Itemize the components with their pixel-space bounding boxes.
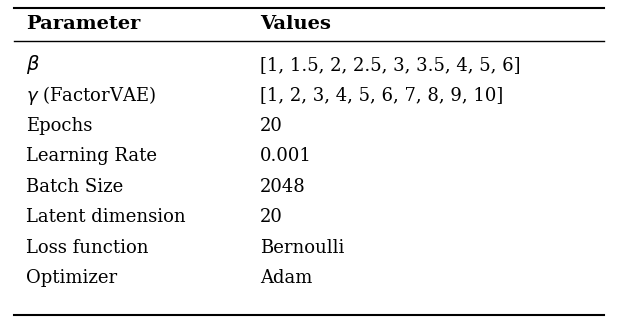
Text: Bernoulli: Bernoulli — [260, 238, 344, 257]
Text: 0.001: 0.001 — [260, 147, 311, 165]
Text: $\beta$: $\beta$ — [26, 53, 40, 76]
Text: 2048: 2048 — [260, 178, 305, 196]
Text: Adam: Adam — [260, 269, 312, 287]
Text: [1, 1.5, 2, 2.5, 3, 3.5, 4, 5, 6]: [1, 1.5, 2, 2.5, 3, 3.5, 4, 5, 6] — [260, 56, 520, 74]
Text: 20: 20 — [260, 117, 282, 135]
Text: Learning Rate: Learning Rate — [26, 147, 157, 165]
Text: Latent dimension: Latent dimension — [26, 208, 185, 226]
Text: [1, 2, 3, 4, 5, 6, 7, 8, 9, 10]: [1, 2, 3, 4, 5, 6, 7, 8, 9, 10] — [260, 86, 503, 104]
Text: $\gamma$ (FactorVAE): $\gamma$ (FactorVAE) — [26, 84, 156, 107]
Text: Optimizer: Optimizer — [26, 269, 117, 287]
Text: Epochs: Epochs — [26, 117, 92, 135]
Text: Parameter: Parameter — [26, 15, 140, 33]
Text: Values: Values — [260, 15, 331, 33]
Text: 20: 20 — [260, 208, 282, 226]
Text: Loss function: Loss function — [26, 238, 148, 257]
Text: Batch Size: Batch Size — [26, 178, 123, 196]
